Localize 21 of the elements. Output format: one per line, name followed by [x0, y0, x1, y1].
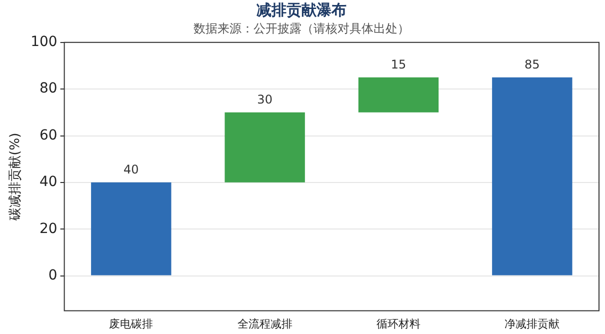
data-label: 30	[257, 92, 272, 107]
y-tick-label: 0	[48, 267, 58, 284]
chart-subtitle: 数据来源：公开披露（请核对具体出处）	[194, 21, 410, 36]
y-axis-title: 碳减排贡献(%)	[8, 132, 24, 222]
y-tick-label: 80	[39, 80, 58, 97]
data-label: 15	[390, 58, 406, 72]
y-tick-label: 60	[39, 127, 58, 144]
x-tick-label: 循环材料	[376, 317, 420, 330]
y-tick-label: 40	[39, 174, 58, 190]
bar	[224, 112, 305, 182]
data-label: 40	[124, 162, 139, 177]
chart-title: 减排贡献瀑布	[256, 0, 346, 19]
y-tick-label: 20	[39, 220, 58, 237]
x-tick-label: 全流程减排	[237, 317, 292, 330]
x-tick-label: 净减排贡献	[504, 317, 560, 330]
x-tick-label: 废电碳排	[109, 317, 154, 330]
bar	[358, 77, 439, 112]
bar	[91, 182, 172, 276]
data-label: 85	[524, 58, 540, 72]
bar	[492, 77, 572, 276]
y-tick-label: 100	[30, 34, 58, 50]
